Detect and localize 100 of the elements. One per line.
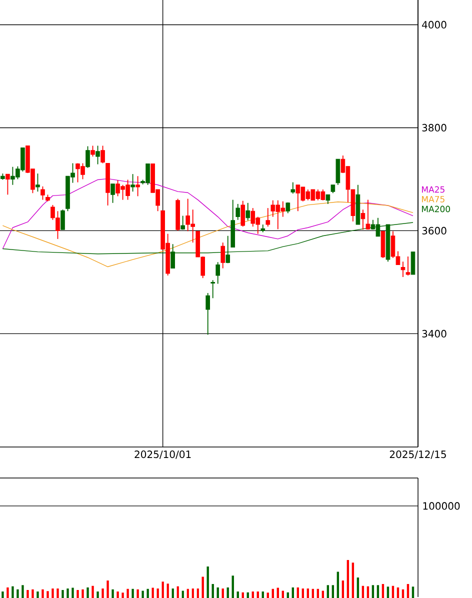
bar <box>82 589 84 598</box>
candlestick <box>326 194 330 204</box>
bar <box>36 592 39 598</box>
bar <box>356 577 360 598</box>
candlestick <box>410 251 416 275</box>
bar <box>272 588 274 598</box>
candlestick <box>336 158 340 186</box>
bar <box>212 584 214 598</box>
y-tick-label: 3600 <box>422 226 446 234</box>
y-tick-label: 4000 <box>422 20 446 29</box>
bar <box>316 588 320 598</box>
bar <box>106 580 109 598</box>
candlestick <box>220 242 226 269</box>
bar <box>26 590 29 598</box>
candlestick <box>130 174 135 192</box>
bar <box>276 588 279 598</box>
series-label: MA75 <box>422 196 444 202</box>
bar <box>156 588 159 598</box>
candlestick <box>90 145 95 158</box>
bar <box>22 585 24 598</box>
bar <box>232 576 234 598</box>
bar <box>192 588 194 598</box>
y-tick-label: 3400 <box>422 330 446 338</box>
candlestick <box>136 176 140 197</box>
bar <box>132 588 134 598</box>
y-tick-label: 3800 <box>422 124 446 132</box>
bar <box>206 566 209 598</box>
candlestick <box>110 183 115 204</box>
bar <box>266 592 269 598</box>
bar <box>96 592 99 598</box>
bar <box>86 587 89 598</box>
candlestick <box>40 186 45 200</box>
bar <box>352 562 354 598</box>
candlestick <box>400 261 406 278</box>
bar <box>116 592 119 598</box>
bar <box>16 589 19 598</box>
bar <box>412 586 414 598</box>
bar <box>76 590 79 598</box>
candlestick <box>406 256 410 276</box>
line-series <box>2 202 414 268</box>
bar <box>152 588 154 598</box>
bar <box>2 592 4 598</box>
bar <box>326 585 330 598</box>
bar <box>172 588 174 598</box>
bar <box>386 586 390 598</box>
bar <box>166 584 169 598</box>
candlestick <box>360 209 366 230</box>
candlestick <box>206 292 210 336</box>
bar <box>146 588 149 598</box>
x-tick-label: 2025/10/01 <box>134 450 191 459</box>
bar <box>392 586 394 598</box>
candlestick <box>246 202 250 221</box>
candlestick <box>36 173 40 192</box>
line-series <box>2 178 414 250</box>
bar <box>12 586 14 598</box>
bar <box>92 586 94 598</box>
bar <box>186 588 189 598</box>
candlestick <box>266 208 270 228</box>
bar <box>406 584 410 598</box>
candlestick <box>180 215 185 230</box>
bar <box>256 592 259 598</box>
bar <box>46 591 49 598</box>
candlestick <box>100 145 105 164</box>
candlestick <box>240 200 246 228</box>
bar <box>252 592 254 598</box>
bar <box>126 588 129 598</box>
candlestick <box>366 199 370 230</box>
series-label: MA200 <box>422 206 450 212</box>
bar <box>6 587 9 598</box>
bar <box>302 588 304 598</box>
bar <box>112 589 114 598</box>
bar <box>196 588 199 598</box>
candlestick <box>6 174 10 196</box>
bar <box>336 572 340 598</box>
candlestick <box>290 182 296 194</box>
bar <box>52 588 54 598</box>
bar <box>312 588 314 598</box>
bar <box>102 588 104 598</box>
bar <box>202 576 204 598</box>
x-tick-label: 2025/12/15 <box>390 450 446 459</box>
bar <box>362 586 364 598</box>
bar <box>62 590 64 598</box>
text: MA25 <box>422 186 444 193</box>
candlestick <box>216 262 220 284</box>
candlestick <box>60 209 65 230</box>
bar <box>306 588 310 598</box>
text: 100000 <box>423 502 460 510</box>
bar <box>222 588 224 598</box>
bar <box>42 589 44 598</box>
bar <box>346 560 350 598</box>
bar <box>342 580 344 598</box>
bar <box>66 588 69 598</box>
bar <box>32 589 34 598</box>
candlestick <box>236 203 240 220</box>
bar <box>56 588 59 598</box>
candlestick <box>86 146 90 168</box>
candlestick <box>210 280 215 299</box>
bar <box>382 584 384 598</box>
bar <box>332 585 334 598</box>
bar <box>162 582 164 598</box>
